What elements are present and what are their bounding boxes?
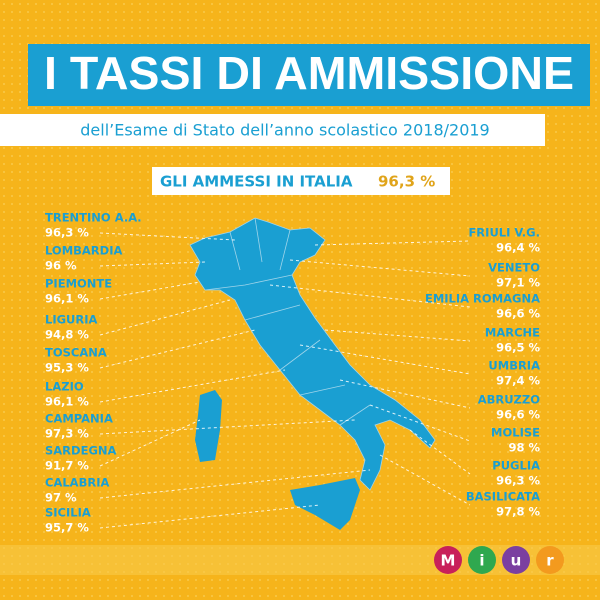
region-name: CALABRIA	[45, 476, 109, 490]
connector	[99, 281, 201, 300]
region-value: 96,5 %	[496, 341, 540, 355]
connector	[299, 344, 471, 375]
logo-letter: r	[546, 552, 554, 570]
region-name: VENETO	[488, 261, 540, 275]
region-name: MOLISE	[491, 426, 540, 440]
region-name: EMILIA ROMAGNA	[425, 292, 540, 306]
connector	[339, 379, 471, 409]
region-value: 97,3 %	[45, 427, 89, 441]
region-value: 98 %	[508, 441, 540, 455]
subtitle: dell’Esame di Stato dell’anno scolastico…	[80, 121, 489, 140]
connector	[99, 329, 256, 369]
region-value: 97,8 %	[496, 505, 540, 519]
logo-circle	[468, 546, 496, 574]
headline-box	[152, 167, 450, 195]
title: I TASSI DI AMMISSIONE	[44, 47, 574, 99]
region-value: 96,4 %	[496, 241, 540, 255]
region-value: 96,6 %	[496, 408, 540, 422]
region-name: BASILICATA	[466, 490, 540, 504]
title-banner	[28, 44, 590, 106]
region-value: 96,6 %	[496, 307, 540, 321]
sicily	[290, 478, 360, 530]
region-name: PIEMONTE	[45, 277, 112, 291]
region-value: 96,1 %	[45, 292, 89, 306]
region-value: 97,1 %	[496, 276, 540, 290]
region-name: PUGLIA	[492, 459, 540, 473]
logo-letter: M	[441, 552, 456, 570]
region-name: UMBRIA	[488, 359, 540, 373]
region-value: 96,1 %	[45, 395, 89, 409]
region-value: 96,3 %	[45, 226, 89, 240]
connector	[99, 419, 201, 467]
region-value: 97 %	[45, 491, 77, 505]
connector	[99, 504, 321, 529]
region-name: CAMPANIA	[45, 412, 113, 426]
logo-letter: u	[511, 552, 522, 570]
region-name: SICILIA	[45, 506, 91, 520]
region-name: TOSCANA	[45, 346, 107, 360]
region-name: TRENTINO A.A.	[45, 211, 142, 225]
subtitle-bar	[0, 114, 545, 146]
region-value: 95,7 %	[45, 521, 89, 535]
footer-bar	[0, 545, 600, 575]
connector	[379, 454, 471, 506]
region-value: 95,3 %	[45, 361, 89, 375]
logo-circle	[502, 546, 530, 574]
logo-circle	[536, 546, 564, 574]
sardinia	[195, 390, 222, 462]
connector	[289, 259, 471, 277]
region-name: FRIULI V.G.	[468, 226, 540, 240]
region-value: 91,7 %	[45, 459, 89, 473]
region-value: 96,3 %	[496, 474, 540, 488]
connector	[99, 369, 286, 403]
logo-letter: i	[479, 552, 484, 570]
region-name: SARDEGNA	[45, 444, 117, 458]
connector	[324, 329, 471, 342]
connector	[99, 419, 356, 435]
region-borders	[204, 217, 371, 426]
region-value: 94,8 %	[45, 328, 89, 342]
region-value: 97,4 %	[496, 374, 540, 388]
region-name: MARCHE	[485, 326, 540, 340]
region-name: LIGURIA	[45, 313, 98, 327]
region-name: LOMBARDIA	[45, 244, 122, 258]
headline-label: GLI AMMESSI IN ITALIA	[160, 173, 353, 191]
connector	[99, 299, 231, 336]
region-name: LAZIO	[45, 380, 84, 394]
headline-value: 96,3 %	[378, 173, 435, 191]
region-name: ABRUZZO	[478, 393, 541, 407]
logo-circle	[434, 546, 462, 574]
connector	[314, 240, 471, 246]
connector	[99, 232, 236, 241]
region-value: 96 %	[45, 259, 77, 273]
connector	[409, 429, 471, 475]
